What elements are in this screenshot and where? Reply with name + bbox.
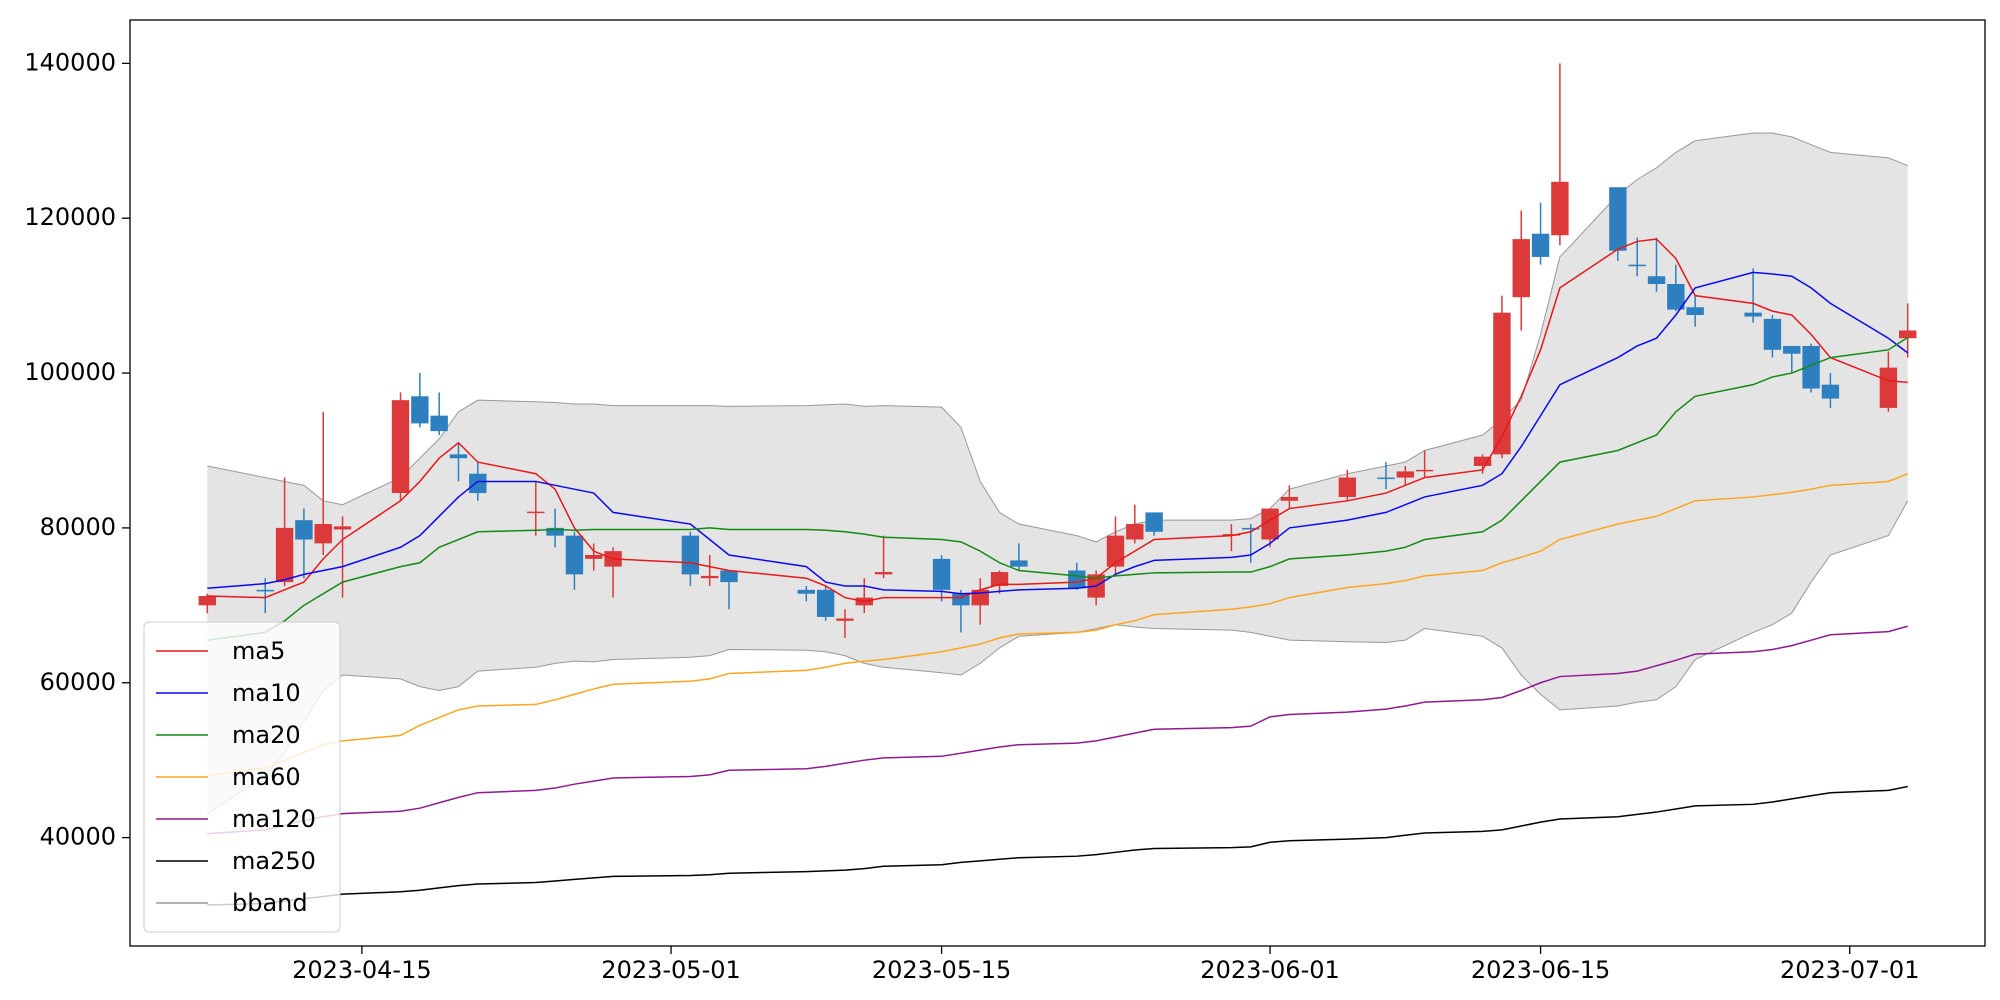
candle-body: [1512, 239, 1530, 298]
legend-box: [143, 621, 341, 933]
candle-body: [1222, 534, 1241, 536]
y-tick-label: 140000: [24, 48, 116, 76]
candle-body: [836, 618, 854, 621]
ma-line: [207, 336, 1909, 641]
candle-body: [816, 589, 835, 617]
ma-line: [207, 785, 1908, 906]
candle-body: [1126, 524, 1144, 540]
candle-body: [1280, 496, 1299, 501]
ma-line: [207, 473, 1908, 777]
candle-body: [720, 570, 738, 583]
x-tick-label: 2023-07-01: [1780, 956, 1919, 984]
candle-body: [1667, 284, 1685, 310]
candle-body: [1396, 471, 1415, 478]
x-tick-label: 2023-06-01: [1200, 956, 1339, 984]
candle-body: [874, 572, 893, 575]
candle-body: [797, 589, 815, 594]
plot-area: 40000 60000 80000 100000 120000 140000 2023-04…: [24, 48, 1919, 984]
x-tick-label: 2023-05-15: [872, 956, 1011, 984]
candle-body: [585, 555, 603, 559]
y-tick-label: 40000: [40, 823, 116, 851]
candle-body: [565, 535, 584, 575]
bband-fill: [207, 133, 1908, 815]
candle-body: [1493, 312, 1511, 455]
candle-body: [1899, 330, 1917, 339]
candle-body: [1338, 477, 1357, 497]
candle-body: [1628, 264, 1646, 267]
candle-body: [1879, 367, 1898, 408]
x-tick-label: 2023-05-01: [601, 956, 740, 984]
candle-body: [1473, 456, 1492, 466]
ma-line: [207, 238, 1908, 603]
y-tick-label: 120000: [24, 203, 116, 231]
candle-body: [1106, 535, 1125, 567]
y-tick-label: 100000: [24, 358, 116, 386]
candle-body: [1145, 512, 1163, 532]
candle-body: [391, 400, 410, 494]
y-tick-label: 80000: [40, 513, 116, 541]
candle-body: [1531, 233, 1550, 257]
legend-label: ma250: [232, 847, 316, 875]
y-tick-label: 60000: [40, 668, 116, 696]
candle-body: [1010, 560, 1028, 567]
candle-body: [256, 589, 274, 592]
candle-body: [700, 575, 719, 579]
candle-body: [1415, 469, 1434, 472]
candle-body: [1802, 345, 1820, 389]
candle-body: [1551, 181, 1569, 236]
candle-body: [1744, 312, 1762, 317]
candle-body: [314, 524, 332, 544]
candle-body: [333, 526, 352, 530]
candle-body: [932, 558, 951, 590]
candle-body: [1686, 307, 1704, 315]
bband-upper: [207, 132, 1908, 543]
candle-body: [990, 572, 1009, 586]
legend-label: ma20: [232, 721, 301, 749]
candle-body: [449, 454, 468, 459]
candle-body: [546, 527, 564, 536]
legend-label: bband: [232, 889, 308, 917]
candle-body: [411, 396, 429, 424]
candle-body: [469, 473, 487, 494]
legend: ma5 ma10 ma20 ma60 ma120 ma250 bband: [143, 621, 341, 933]
ma-line: [207, 271, 1909, 595]
x-tick-label: 2023-06-15: [1471, 956, 1610, 984]
legend-label: ma10: [232, 679, 301, 707]
candle-body: [1821, 384, 1840, 399]
candle-body: [1242, 527, 1260, 530]
candle-body: [295, 520, 313, 540]
candle-body: [952, 593, 970, 606]
ma-line: [207, 625, 1908, 835]
legend-label: ma5: [232, 637, 285, 665]
candle-body: [430, 415, 448, 432]
candle-body: [1609, 187, 1627, 251]
candle-body: [1261, 508, 1279, 540]
x-tick-label: 2023-04-15: [292, 956, 431, 984]
axes-frame: [129, 19, 1986, 947]
legend-label: ma120: [232, 805, 316, 833]
candle-body: [1377, 477, 1395, 480]
candle-body: [198, 596, 216, 606]
candle-body: [275, 527, 294, 583]
candle-body: [1647, 276, 1666, 285]
legend-label: ma60: [232, 763, 301, 791]
candle-body: [681, 535, 700, 575]
candle-body: [527, 511, 545, 514]
candle-body: [1763, 318, 1782, 350]
candle-body: [1783, 345, 1801, 354]
candle-body: [1068, 570, 1086, 589]
